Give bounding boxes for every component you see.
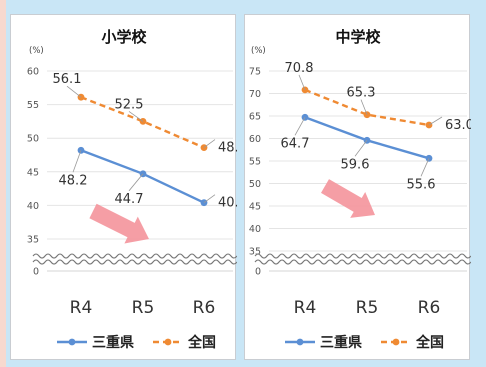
legend-marker-national [164, 338, 172, 346]
chart-panel-elementary: 小学校 (%) 35 40 45 50 55 60 0 48.2 44.7 40.4 56.1 52… [10, 14, 237, 360]
data-point-national [363, 111, 371, 119]
series-line-national [80, 96, 205, 149]
data-label: 52.5 [115, 97, 144, 112]
chart-junior-high: 中学校 (%) 35 40 45 50 55 60 65 70 75 0 64.7 59.6 55.6… [249, 28, 471, 351]
data-label-leader [294, 117, 306, 136]
data-label: 48.2 [59, 173, 88, 188]
y-tick-label: 45 [27, 167, 39, 178]
series-line-national [304, 88, 430, 127]
data-label: 65.3 [347, 86, 376, 101]
data-label-leader [203, 194, 216, 204]
x-tick-label: R4 [294, 298, 317, 318]
data-label-leader [128, 111, 144, 122]
y-tick-label-zero: 0 [33, 267, 39, 278]
data-label-leader [128, 173, 144, 192]
y-unit-label: (%) [29, 46, 44, 56]
x-tick-label: R5 [356, 298, 379, 318]
axis-break-wave [32, 253, 237, 259]
x-tick-label: R6 [418, 298, 441, 318]
axis-break-wave [254, 259, 471, 265]
data-label: 48.6 [218, 141, 237, 156]
y-tick-label: 75 [249, 67, 261, 78]
data-label: 64.7 [281, 136, 310, 151]
axis-break-wave [254, 253, 471, 259]
data-label-leader [420, 158, 430, 177]
legend-label-mie: 三重県 [320, 334, 362, 351]
data-label-leader [298, 74, 306, 91]
legend-label-mie: 三重県 [92, 334, 134, 351]
data-point-mie [363, 136, 371, 144]
x-tick-label: R5 [132, 298, 155, 318]
data-label: 70.8 [285, 61, 314, 76]
chart-title: 中学校 [335, 28, 381, 46]
legend-label-national: 全国 [415, 334, 444, 351]
data-label-leader [360, 99, 368, 115]
data-point-mie [301, 113, 309, 121]
x-tick-label: R6 [193, 298, 216, 318]
legend-label-national: 全国 [187, 334, 216, 351]
data-label-leader [203, 139, 216, 148]
y-tick-label: 50 [27, 134, 39, 145]
data-label: 56.1 [53, 72, 82, 87]
y-unit-label: (%) [251, 46, 266, 56]
y-tick-label: 35 [249, 247, 261, 258]
data-label-leader [428, 116, 443, 126]
y-tick-label: 45 [249, 202, 261, 213]
data-label: 55.6 [407, 177, 436, 192]
chart-elementary: 小学校 (%) 35 40 45 50 55 60 0 48.2 44.7 40.4 56.1 52… [27, 28, 237, 351]
y-tick-label: 40 [249, 224, 261, 235]
x-tick-label: R4 [70, 298, 93, 318]
chart-panel-junior-high: 中学校 (%) 35 40 45 50 55 60 65 70 75 0 64.7 59.6 55.6… [244, 14, 471, 360]
y-tick-label: 55 [27, 100, 39, 111]
y-tick-label: 35 [27, 235, 39, 246]
left-decor-stripe [0, 0, 6, 367]
data-label-leader [354, 140, 368, 157]
data-label: 44.7 [115, 192, 144, 207]
y-tick-label: 40 [27, 201, 39, 212]
data-label: 63.0 [445, 118, 471, 133]
data-label-leader [72, 150, 82, 173]
y-tick-label: 50 [249, 179, 261, 190]
legend-marker-national [392, 338, 400, 346]
chart-title: 小学校 [101, 28, 147, 46]
data-label: 59.6 [341, 157, 370, 172]
y-tick-label: 65 [249, 112, 261, 123]
y-tick-label: 55 [249, 157, 261, 168]
data-label: 40.4 [218, 196, 237, 211]
legend-marker-mie [296, 338, 304, 346]
decrease-trend-arrow [321, 179, 375, 218]
y-tick-label-zero: 0 [255, 267, 261, 278]
legend-marker-mie [68, 338, 76, 346]
axis-break-wave [32, 259, 237, 265]
decrease-trend-arrow [89, 203, 149, 244]
data-label-leader [66, 85, 82, 98]
y-tick-label: 60 [249, 134, 261, 145]
y-tick-label: 60 [27, 67, 39, 78]
y-tick-label: 70 [249, 89, 261, 100]
